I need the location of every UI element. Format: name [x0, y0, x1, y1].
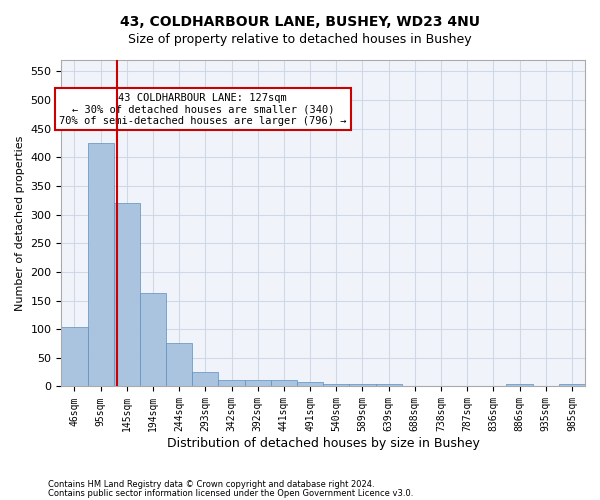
Bar — [140, 293, 166, 386]
Text: Contains public sector information licensed under the Open Government Licence v3: Contains public sector information licen… — [48, 488, 413, 498]
X-axis label: Distribution of detached houses by size in Bushey: Distribution of detached houses by size … — [167, 437, 479, 450]
Bar — [323, 384, 349, 386]
Text: 43, COLDHARBOUR LANE, BUSHEY, WD23 4NU: 43, COLDHARBOUR LANE, BUSHEY, WD23 4NU — [120, 15, 480, 29]
Text: 43 COLDHARBOUR LANE: 127sqm
← 30% of detached houses are smaller (340)
70% of se: 43 COLDHARBOUR LANE: 127sqm ← 30% of det… — [59, 92, 347, 126]
Bar — [297, 382, 323, 386]
Bar — [193, 372, 218, 386]
Bar — [61, 328, 88, 386]
Bar — [559, 384, 585, 386]
Text: Contains HM Land Registry data © Crown copyright and database right 2024.: Contains HM Land Registry data © Crown c… — [48, 480, 374, 489]
Bar — [88, 143, 114, 386]
Bar — [245, 380, 271, 386]
Y-axis label: Number of detached properties: Number of detached properties — [15, 136, 25, 311]
Bar — [166, 343, 193, 386]
Bar — [376, 384, 402, 386]
Bar — [271, 380, 297, 386]
Bar — [114, 203, 140, 386]
Bar — [218, 380, 245, 386]
Bar — [349, 384, 376, 386]
Text: Size of property relative to detached houses in Bushey: Size of property relative to detached ho… — [128, 32, 472, 46]
Bar — [506, 384, 533, 386]
